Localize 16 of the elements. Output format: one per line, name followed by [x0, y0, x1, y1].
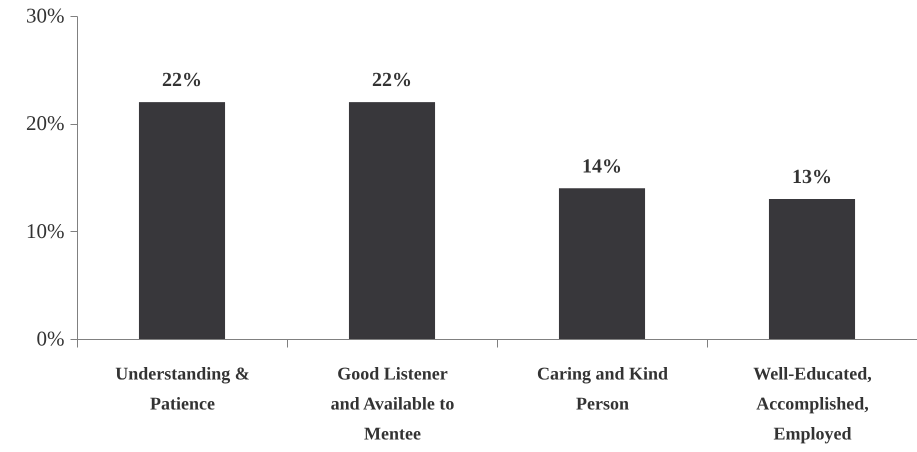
- bar: [348, 102, 436, 339]
- y-tick-label: 20%: [26, 111, 64, 136]
- bar: [558, 188, 646, 339]
- data-label: 13%: [792, 166, 832, 188]
- x-tick-label: Good Listener and Available to Mentee: [330, 364, 454, 444]
- y-tick-label: 10%: [26, 218, 64, 243]
- y-tick-label: 30%: [26, 4, 64, 28]
- bar: [138, 102, 226, 339]
- x-tick-label: Understanding & Patience: [115, 364, 250, 414]
- bar: [768, 199, 856, 339]
- x-tick-label: Caring and Kind Person: [536, 364, 668, 414]
- y-tick-label: 0%: [36, 326, 64, 350]
- data-label: 22%: [162, 69, 202, 92]
- data-label: 14%: [582, 155, 622, 178]
- x-tick-label: Well-Educated, Accomplished, Employed: [753, 364, 872, 444]
- data-label: 22%: [372, 69, 412, 92]
